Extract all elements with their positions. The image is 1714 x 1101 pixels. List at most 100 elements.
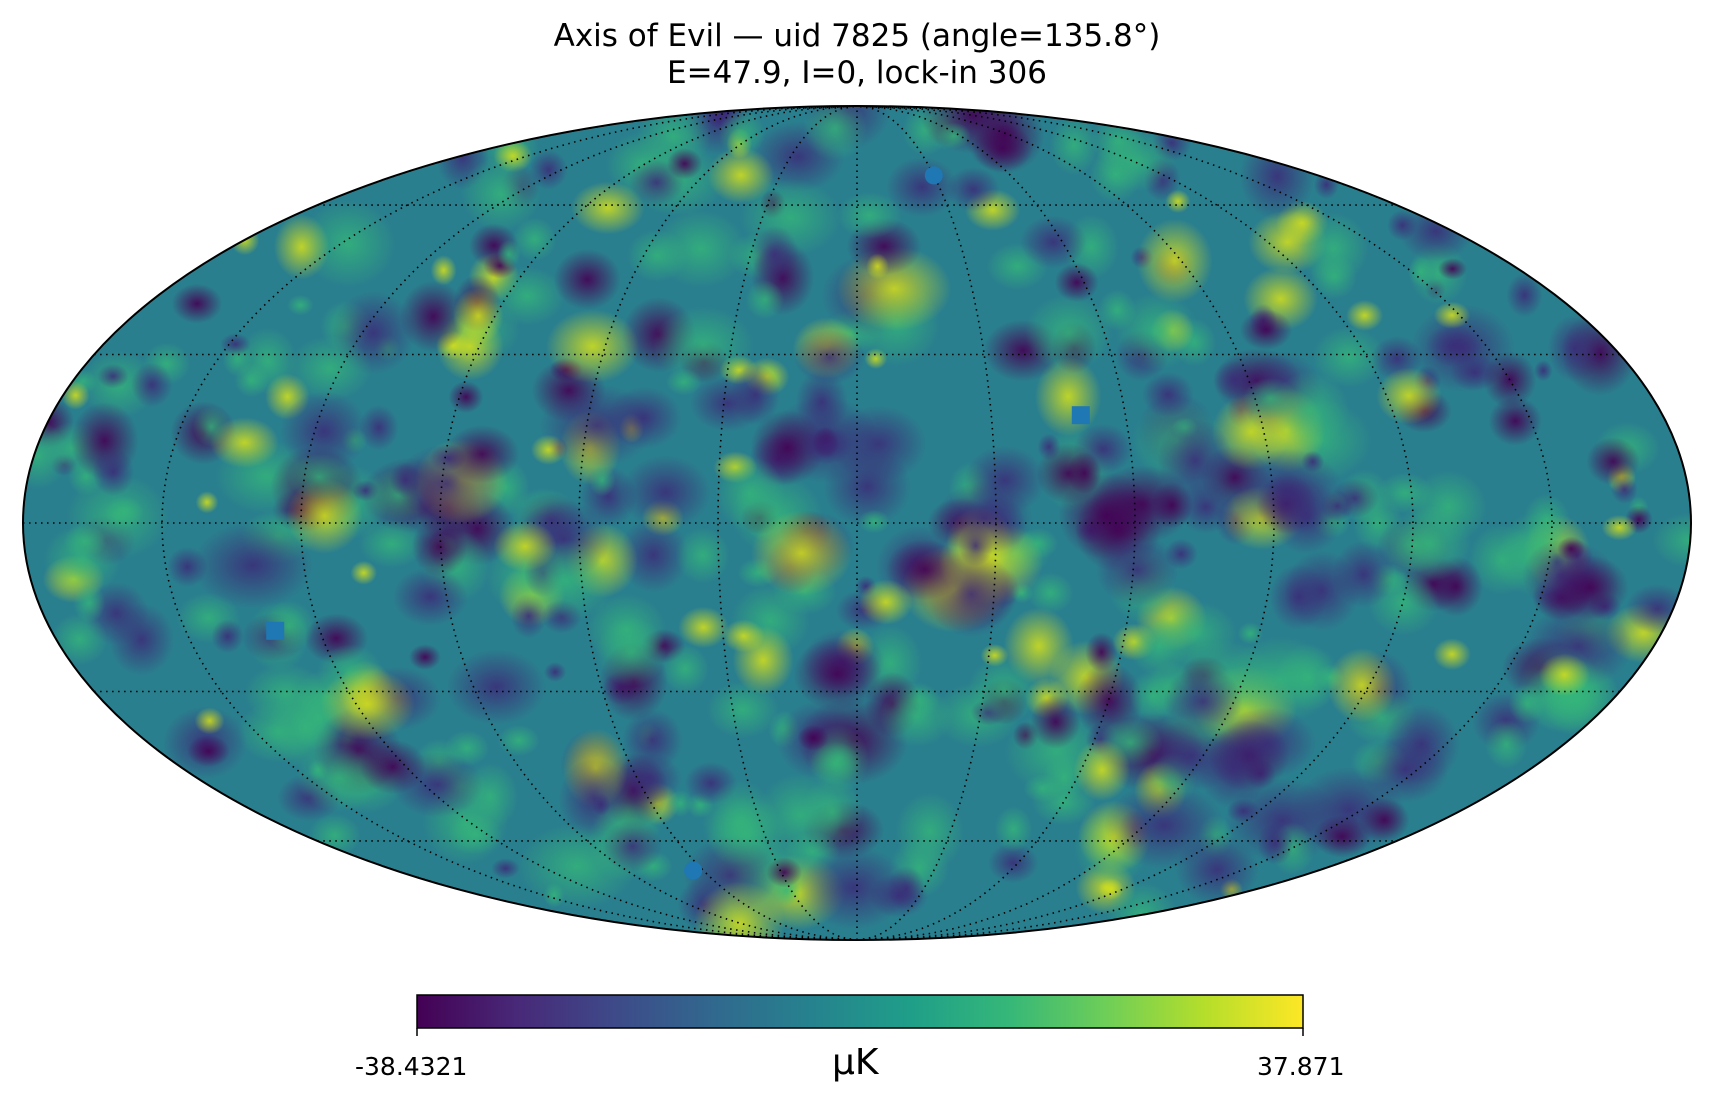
field-texture-blob — [866, 253, 889, 280]
field-texture-blob — [409, 644, 441, 670]
field-texture-blob — [268, 684, 344, 771]
field-texture-blob — [497, 724, 540, 757]
field-texture-blob — [530, 434, 567, 465]
field-texture-blob — [615, 752, 682, 805]
field-texture-blob — [596, 617, 667, 687]
field-texture-blob — [1327, 648, 1397, 723]
field-texture-blob — [171, 283, 223, 324]
field-texture-blob — [967, 656, 1040, 723]
field-texture-blob — [543, 882, 565, 908]
field-texture-blob — [444, 425, 520, 484]
field-texture-blob — [654, 210, 747, 288]
field-texture-blob — [108, 603, 175, 676]
field-texture-blob — [389, 462, 421, 498]
field-texture-blob — [1175, 833, 1259, 906]
field-texture-blob — [359, 739, 427, 795]
colorbar-max-label: 37.871 — [1257, 1052, 1345, 1081]
field-texture-blob — [592, 793, 611, 816]
field-texture-blob — [1095, 534, 1179, 606]
field-texture-blob — [411, 516, 468, 577]
field-texture-blob — [661, 644, 709, 694]
field-texture-blob — [1312, 815, 1372, 858]
field-texture-blob — [1218, 707, 1317, 779]
field-texture-blob — [1090, 465, 1194, 544]
field-texture-blob — [1136, 218, 1213, 304]
field-texture-blob — [1098, 878, 1124, 900]
field-texture-blob — [1031, 778, 1096, 826]
marker-square — [1071, 406, 1090, 425]
colorbar-unit-label: μK — [832, 1042, 879, 1083]
field-texture-blob — [1551, 555, 1629, 620]
field-texture-blob — [935, 481, 1033, 555]
field-texture-blob — [301, 200, 396, 288]
field-texture-blob — [1533, 359, 1553, 382]
field-texture-blob — [131, 362, 173, 408]
field-texture-blob — [1269, 563, 1328, 631]
field-texture-blob — [618, 517, 689, 593]
field-texture-blob — [1346, 300, 1384, 331]
graticule-meridian — [439, 106, 858, 940]
colorbar-min-label: -38.4321 — [355, 1052, 468, 1081]
field-texture-blob — [678, 606, 729, 649]
field-texture-blob — [187, 735, 230, 767]
field-texture-blob — [23, 421, 69, 490]
field-texture-blob — [195, 491, 219, 514]
field-texture-blob — [545, 309, 640, 384]
field-texture-blob — [280, 390, 368, 472]
field-texture-blob — [1433, 638, 1471, 671]
field-texture-blob — [543, 662, 567, 682]
field-texture-blob — [1508, 683, 1546, 724]
field-texture-blob — [192, 522, 313, 609]
field-texture-blob — [287, 453, 351, 501]
colorbar — [416, 994, 1304, 1029]
marker-circle — [684, 861, 703, 880]
field-texture-blob — [1027, 572, 1074, 614]
field-texture-blob — [836, 192, 903, 239]
field-texture-blob — [1142, 371, 1194, 417]
field-texture-blob — [1165, 189, 1191, 213]
field-texture-blob — [1376, 472, 1434, 514]
field-texture-blob — [1312, 326, 1386, 388]
marker-circle — [924, 166, 943, 185]
field-texture-blob — [97, 363, 129, 389]
field-texture-blob — [665, 368, 702, 396]
field-texture-blob — [803, 106, 867, 161]
field-texture-blob — [211, 619, 244, 654]
field-texture-blob — [234, 363, 269, 398]
field-texture-blob — [1538, 653, 1590, 697]
field-texture-blob — [460, 156, 541, 232]
field-texture-blob — [571, 181, 645, 235]
field-texture-blob — [797, 724, 829, 751]
field-texture-blob — [1361, 736, 1449, 803]
field-texture-blob — [702, 779, 778, 867]
field-texture-blob — [675, 527, 730, 584]
field-texture-blob — [706, 681, 779, 739]
graticule-meridian — [856, 106, 1553, 940]
field-texture-blob — [1610, 475, 1638, 504]
field-texture-blob — [1224, 636, 1338, 723]
field-texture-blob — [1433, 301, 1471, 329]
field-texture-blob — [73, 583, 106, 623]
field-texture-blob — [1054, 262, 1099, 303]
field-texture-blob — [745, 280, 784, 320]
field-texture-blob — [1129, 616, 1188, 677]
graticule-meridian — [161, 106, 858, 940]
field-texture-blob — [1358, 797, 1410, 843]
field-texture-blob — [359, 520, 425, 568]
field-texture-blob — [1601, 514, 1638, 541]
chart-title: Axis of Evil — uid 7825 (angle=135.8°) — [553, 18, 1161, 54]
field-texture-blob — [1024, 294, 1113, 372]
field-texture-blob — [718, 109, 766, 158]
field-texture-blob — [430, 255, 457, 286]
field-texture-blob — [588, 463, 616, 497]
chart-subtitle: E=47.9, I=0, lock-in 306 — [667, 55, 1047, 91]
field-texture-blob — [1547, 314, 1603, 383]
field-texture-blob — [801, 777, 864, 847]
field-texture-blob — [879, 686, 953, 747]
field-texture-blob — [1408, 256, 1434, 287]
field-texture-blob — [350, 560, 378, 585]
field-texture-blob — [830, 405, 927, 483]
field-texture-blob — [994, 806, 1033, 853]
field-texture-blob — [751, 510, 852, 596]
